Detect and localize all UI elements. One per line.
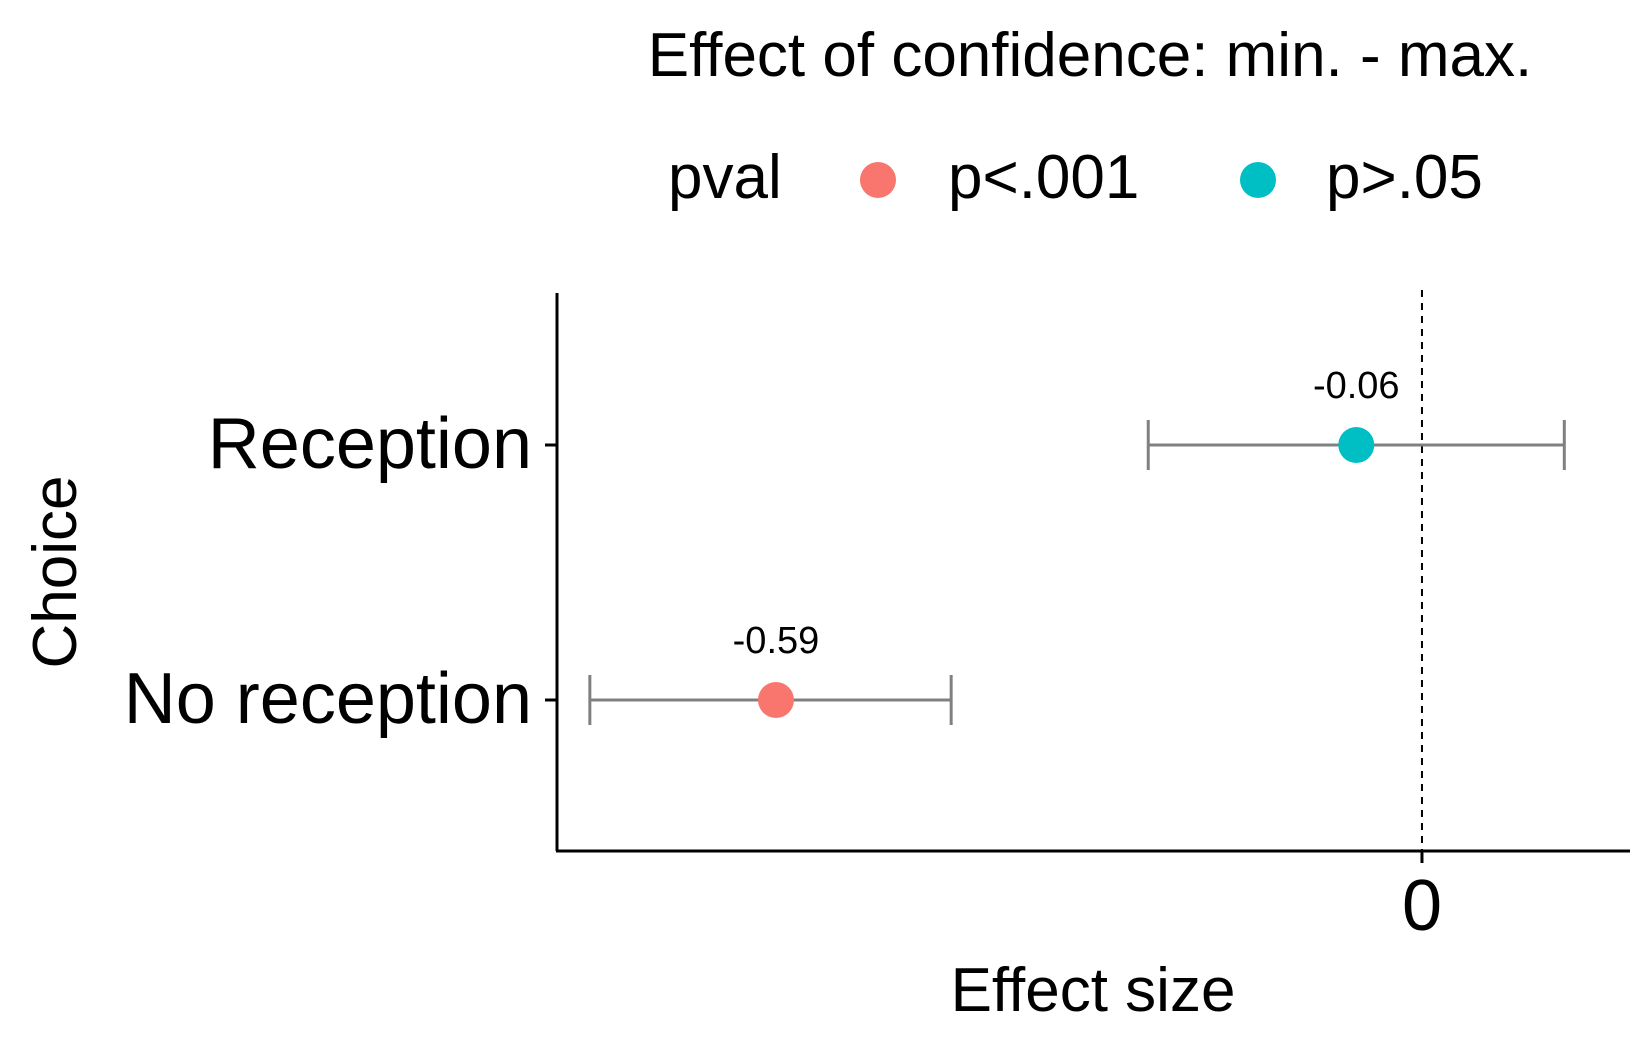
legend-marker-p001 bbox=[860, 162, 896, 198]
legend-label-p05: p>.05 bbox=[1326, 143, 1483, 212]
legend-marker-p05 bbox=[1240, 162, 1276, 198]
chart-title: Effect of confidence: min. - max. bbox=[648, 21, 1532, 90]
data-label: -0.06 bbox=[1313, 365, 1400, 407]
y-axis-label: Choice bbox=[21, 476, 90, 669]
y-tick-label: No reception bbox=[124, 659, 532, 739]
legend-title: pval bbox=[668, 143, 782, 212]
data-point bbox=[757, 682, 794, 718]
y-tick-label: Reception bbox=[208, 404, 532, 484]
x-tick-label: 0 bbox=[1402, 866, 1442, 946]
x-axis-label: Effect size bbox=[951, 956, 1236, 1025]
plot-area: Reception No reception 0 -0.06 -0.59 bbox=[124, 290, 1566, 946]
legend-label-p001: p<.001 bbox=[948, 143, 1139, 212]
legend: pval p<.001 p>.05 bbox=[668, 143, 1483, 212]
data-label: -0.59 bbox=[733, 620, 820, 662]
data-point bbox=[1338, 427, 1375, 463]
